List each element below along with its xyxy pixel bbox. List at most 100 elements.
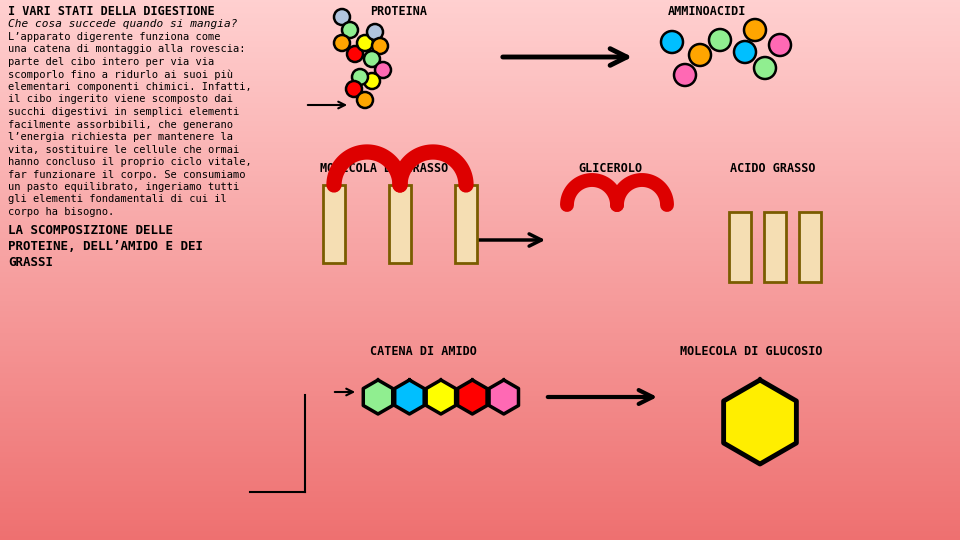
Bar	[0, 240, 960, 243]
Bar	[0, 219, 960, 221]
Bar	[0, 46, 960, 49]
Bar	[0, 136, 960, 139]
Bar	[0, 456, 960, 459]
Bar	[0, 64, 960, 66]
Bar	[0, 467, 960, 470]
Bar	[0, 62, 960, 65]
Circle shape	[734, 41, 756, 63]
Bar	[0, 505, 960, 508]
Bar	[0, 222, 960, 225]
Circle shape	[364, 73, 380, 89]
Bar	[0, 404, 960, 407]
Bar	[0, 89, 960, 92]
Bar	[0, 96, 960, 99]
Bar	[0, 38, 960, 42]
Bar	[0, 195, 960, 198]
Bar	[0, 210, 960, 212]
Bar	[0, 37, 960, 39]
Bar	[0, 418, 960, 421]
Circle shape	[364, 51, 380, 67]
Bar	[0, 116, 960, 119]
Bar	[0, 372, 960, 374]
Bar	[0, 274, 960, 277]
Bar	[0, 165, 960, 167]
Bar	[0, 384, 960, 387]
Bar	[0, 80, 960, 83]
Bar	[0, 44, 960, 47]
Bar	[0, 446, 960, 448]
Bar	[0, 103, 960, 106]
Bar	[0, 350, 960, 353]
Bar	[0, 163, 960, 166]
Bar	[0, 395, 960, 398]
Bar	[0, 487, 960, 490]
Bar	[0, 500, 960, 502]
Bar	[0, 327, 960, 329]
Bar	[0, 132, 960, 135]
Bar	[0, 271, 960, 274]
Bar	[0, 308, 960, 312]
Bar	[0, 48, 960, 50]
Bar	[0, 523, 960, 525]
Bar	[0, 496, 960, 498]
Bar	[0, 517, 960, 520]
Bar	[0, 312, 960, 315]
Bar	[0, 22, 960, 25]
Bar	[0, 238, 960, 241]
Bar	[0, 512, 960, 515]
Bar	[0, 469, 960, 471]
Bar	[0, 145, 960, 147]
Bar	[0, 208, 960, 211]
Bar	[0, 125, 960, 128]
Bar	[0, 183, 960, 185]
Bar	[0, 92, 960, 96]
Bar	[0, 462, 960, 464]
Bar	[0, 159, 960, 162]
Bar	[764, 212, 786, 282]
Bar	[0, 316, 960, 319]
Bar	[0, 276, 960, 279]
Bar	[0, 134, 960, 137]
Bar	[0, 172, 960, 174]
Text: GLICEROLO: GLICEROLO	[578, 162, 642, 175]
Bar	[0, 6, 960, 9]
Text: elementari componenti chimici. Infatti,: elementari componenti chimici. Infatti,	[8, 82, 252, 92]
Text: GRASSI: GRASSI	[8, 255, 53, 268]
Bar	[0, 206, 960, 209]
Bar	[0, 489, 960, 491]
Bar	[0, 453, 960, 455]
Text: far funzionare il corpo. Se consumiamo: far funzionare il corpo. Se consumiamo	[8, 170, 246, 179]
Bar	[0, 114, 960, 117]
Bar	[0, 112, 960, 115]
Text: Che cosa succede quando si mangia?: Che cosa succede quando si mangia?	[8, 19, 237, 29]
Bar	[0, 291, 960, 293]
Bar	[0, 535, 960, 538]
Bar	[0, 211, 960, 214]
Bar	[0, 157, 960, 160]
Bar	[0, 528, 960, 531]
Bar	[0, 87, 960, 90]
Bar	[0, 109, 960, 112]
Text: succhi digestivi in semplici elementi: succhi digestivi in semplici elementi	[8, 107, 239, 117]
Bar	[729, 212, 751, 282]
Bar	[0, 246, 960, 248]
Polygon shape	[458, 380, 487, 414]
Bar	[0, 4, 960, 7]
Bar	[0, 501, 960, 504]
Text: L’apparato digerente funziona come: L’apparato digerente funziona come	[8, 32, 221, 42]
Bar	[0, 122, 960, 124]
Bar	[0, 314, 960, 317]
Bar	[0, 519, 960, 522]
Bar	[0, 524, 960, 528]
Bar	[0, 485, 960, 488]
Bar	[0, 472, 960, 475]
Bar	[0, 305, 960, 308]
Bar	[0, 280, 960, 282]
Bar	[0, 346, 960, 349]
Bar	[0, 284, 960, 286]
Bar	[0, 71, 960, 74]
Bar	[0, 19, 960, 22]
Bar	[0, 530, 960, 533]
Bar	[0, 156, 960, 158]
Polygon shape	[395, 380, 424, 414]
